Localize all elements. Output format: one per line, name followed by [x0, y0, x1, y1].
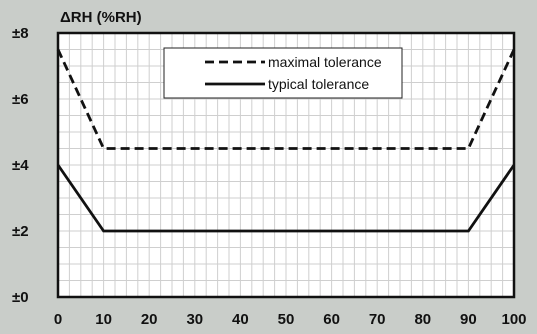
- x-tick-label: 20: [141, 311, 158, 328]
- y-tick-label: ±0: [12, 289, 29, 306]
- x-tick-label: 80: [414, 311, 431, 328]
- y-tick-label: ±4: [12, 157, 29, 174]
- y-tick-label: ±8: [12, 25, 29, 42]
- legend-box: [163, 47, 403, 99]
- series-line-typical: [56, 164, 516, 233]
- x-tick-label: 60: [323, 311, 340, 328]
- x-tick-label: 30: [186, 311, 203, 328]
- series-layer: [56, 48, 516, 233]
- plot-frame: [56, 31, 516, 299]
- x-tick-label: 10: [95, 311, 112, 328]
- x-tick-label: 70: [369, 311, 386, 328]
- legend-label: maximal tolerance: [268, 54, 382, 70]
- grid-lines: [58, 33, 514, 297]
- legend-label: typical tolerance: [268, 76, 369, 92]
- y-tick-label: ±2: [12, 223, 29, 240]
- y-tick-label: ±6: [12, 91, 29, 108]
- x-tick-label: 50: [278, 311, 295, 328]
- tick-labels: 0 10 20 30 40 50 60 70 80 90 100 ±0 ±2 ±4 ±6 ±8: [12, 25, 527, 328]
- x-tick-label: 0: [54, 311, 62, 328]
- x-tick-label: 100: [501, 311, 526, 328]
- x-tick-label: 40: [232, 311, 249, 328]
- x-tick-label: 90: [460, 311, 477, 328]
- legend: maximal tolerance typical tolerance: [163, 47, 403, 99]
- y-axis-label: ΔRH (%RH): [60, 9, 142, 26]
